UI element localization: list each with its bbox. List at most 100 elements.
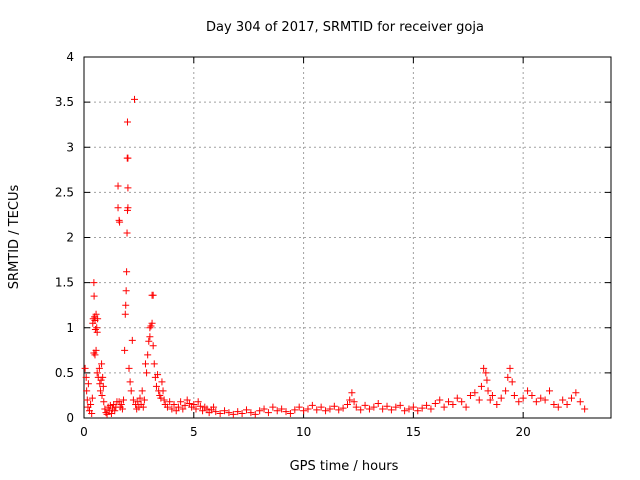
data-point	[159, 387, 167, 395]
data-point	[183, 396, 191, 404]
data-point	[304, 405, 312, 413]
data-point	[163, 403, 171, 411]
data-point	[90, 292, 98, 300]
data-point	[576, 398, 584, 406]
data-point	[91, 351, 99, 359]
y-axis-label: SRMTID / TECUs	[7, 185, 22, 290]
data-point	[528, 391, 536, 399]
data-point	[136, 394, 144, 402]
data-point	[273, 407, 281, 415]
data-point	[92, 310, 100, 318]
data-point	[532, 398, 540, 406]
data-point	[374, 400, 382, 408]
data-point	[506, 364, 514, 372]
data-point	[123, 118, 131, 126]
data-point	[99, 382, 107, 390]
data-point	[427, 405, 435, 413]
data-point	[445, 398, 453, 406]
data-point	[396, 401, 404, 409]
data-point	[559, 396, 567, 404]
data-point	[482, 369, 490, 377]
data-point	[121, 346, 129, 354]
data-point	[210, 403, 218, 411]
data-point	[81, 364, 89, 372]
data-point	[550, 400, 558, 408]
data-point	[418, 404, 426, 412]
data-point	[94, 315, 102, 323]
chart-title: Day 304 of 2017, SRMTID for receiver goj…	[206, 20, 484, 35]
data-point	[101, 405, 109, 413]
data-point	[251, 410, 259, 418]
x-tick-label: 0	[80, 425, 88, 439]
data-point	[291, 406, 299, 414]
plot-frame	[83, 56, 612, 419]
data-point	[122, 287, 130, 295]
data-point	[148, 319, 156, 327]
data-point	[308, 401, 316, 409]
data-point	[330, 402, 338, 410]
y-tick-label: 0.5	[55, 366, 74, 380]
data-point	[118, 405, 126, 413]
data-point	[124, 154, 132, 162]
data-point	[370, 403, 378, 411]
data-point	[123, 229, 131, 237]
data-point	[128, 336, 136, 344]
data-point	[100, 398, 108, 406]
data-point	[92, 346, 100, 354]
data-point	[106, 401, 114, 409]
data-point	[510, 391, 518, 399]
data-point	[524, 387, 532, 395]
data-point	[357, 406, 365, 414]
data-point	[99, 373, 107, 381]
data-point	[96, 380, 104, 388]
data-point	[212, 408, 220, 416]
data-point	[519, 394, 527, 402]
y-tick-labels: 0 0.5 1 1.5 2 2.5 3 3.5 4	[55, 50, 74, 425]
y-tick-label: 2	[66, 231, 74, 245]
data-point	[170, 400, 178, 408]
data-point	[114, 204, 122, 212]
data-point	[168, 405, 176, 413]
data-point	[344, 400, 351, 408]
data-point	[508, 378, 516, 386]
data-point	[141, 360, 149, 368]
x-tick-label: 20	[516, 425, 531, 439]
data-point	[247, 409, 255, 417]
data-point	[190, 400, 198, 408]
data-point	[199, 407, 207, 415]
data-point	[203, 405, 211, 413]
grid-lines	[84, 57, 611, 418]
data-point	[150, 360, 158, 368]
data-point	[234, 408, 242, 416]
data-point	[84, 380, 92, 388]
data-point	[83, 387, 91, 395]
data-point	[440, 403, 448, 411]
data-points	[81, 95, 589, 418]
y-tick-label: 4	[66, 50, 74, 64]
data-point	[423, 401, 431, 409]
data-point	[87, 400, 95, 408]
data-point	[365, 405, 373, 413]
data-point	[238, 409, 246, 417]
y-tick-label: 0	[66, 411, 74, 425]
data-point	[387, 406, 395, 414]
data-point	[317, 403, 325, 411]
y-tick-label: 3.5	[55, 95, 74, 109]
data-point	[103, 410, 111, 418]
y-tick-label: 1.5	[55, 276, 74, 290]
data-point	[145, 337, 153, 345]
data-point	[409, 403, 417, 411]
data-point	[181, 401, 189, 409]
data-point	[124, 184, 132, 192]
data-point	[546, 387, 554, 395]
data-point	[140, 396, 148, 404]
data-point	[286, 409, 294, 417]
data-point	[242, 406, 250, 414]
data-point	[504, 373, 512, 381]
data-point	[157, 394, 165, 402]
data-point	[82, 373, 90, 381]
data-point	[111, 407, 119, 415]
data-point	[138, 387, 146, 395]
data-point	[117, 400, 125, 408]
